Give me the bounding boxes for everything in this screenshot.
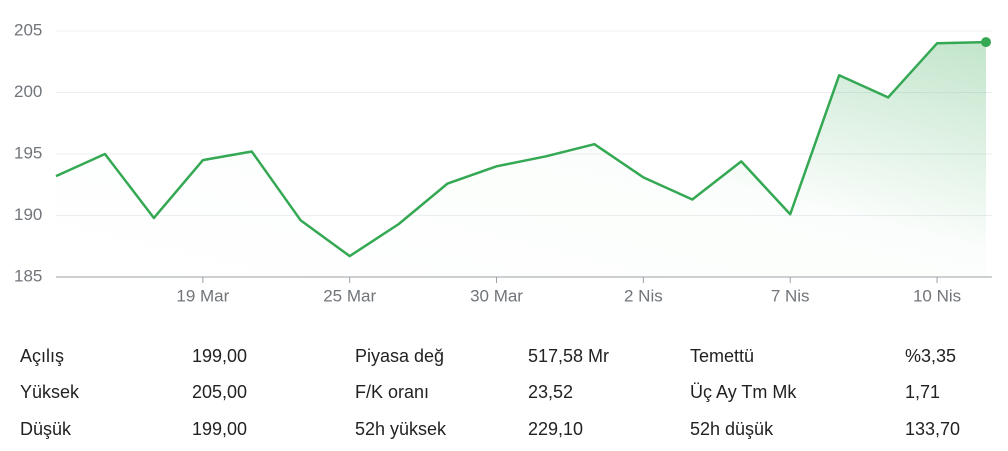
stat-label: F/K oranı xyxy=(355,382,430,402)
x-tick-label: 25 Mar xyxy=(323,286,376,305)
stat-value: 205,00 xyxy=(192,382,248,402)
stat-value: 23,52 xyxy=(528,382,574,402)
y-tick-label: 205 xyxy=(14,20,42,39)
stat-value: %3,35 xyxy=(905,346,957,366)
y-tick-label: 200 xyxy=(14,82,42,101)
stat-value: 517,58 Mr xyxy=(528,346,610,366)
stat-value: 229,10 xyxy=(528,419,584,439)
y-tick-label: 195 xyxy=(14,143,42,162)
stat-label: Piyasa değ xyxy=(355,346,445,366)
stats-table: Açılış 199,00 Yüksek 205,00 Düşük 199,00 Piyas… xyxy=(0,336,1008,451)
stat-label: 52h yüksek xyxy=(355,419,447,439)
stat-value: 199,00 xyxy=(192,419,248,439)
x-tick-label: 19 Mar xyxy=(176,286,229,305)
x-tick-label: 30 Mar xyxy=(470,286,523,305)
stat-label: 52h düşük xyxy=(690,419,774,439)
x-tick-label: 10 Nis xyxy=(913,286,961,305)
y-tick-label: 190 xyxy=(14,205,42,224)
chart: 185 190 195 200 205 19 Mar 25 Mar 30 Mar 2 Nis 7 … xyxy=(14,20,992,305)
stat-label: Yüksek xyxy=(20,382,80,402)
stat-label: Açılış xyxy=(20,346,65,366)
stat-label: Üç Ay Tm Mk xyxy=(690,382,797,402)
x-tick-label: 2 Nis xyxy=(624,286,663,305)
stat-label: Düşük xyxy=(20,419,72,439)
line xyxy=(55,40,987,258)
area xyxy=(56,42,986,277)
end-dot xyxy=(981,37,991,48)
stat-value: 133,70 xyxy=(905,419,961,439)
y-tick-label: 185 xyxy=(14,266,42,285)
stat-value: 199,00 xyxy=(192,346,248,366)
x-tick-label: 7 Nis xyxy=(771,286,810,305)
stat-label: Temettü xyxy=(690,346,755,366)
stat-value: 1,71 xyxy=(905,382,941,402)
